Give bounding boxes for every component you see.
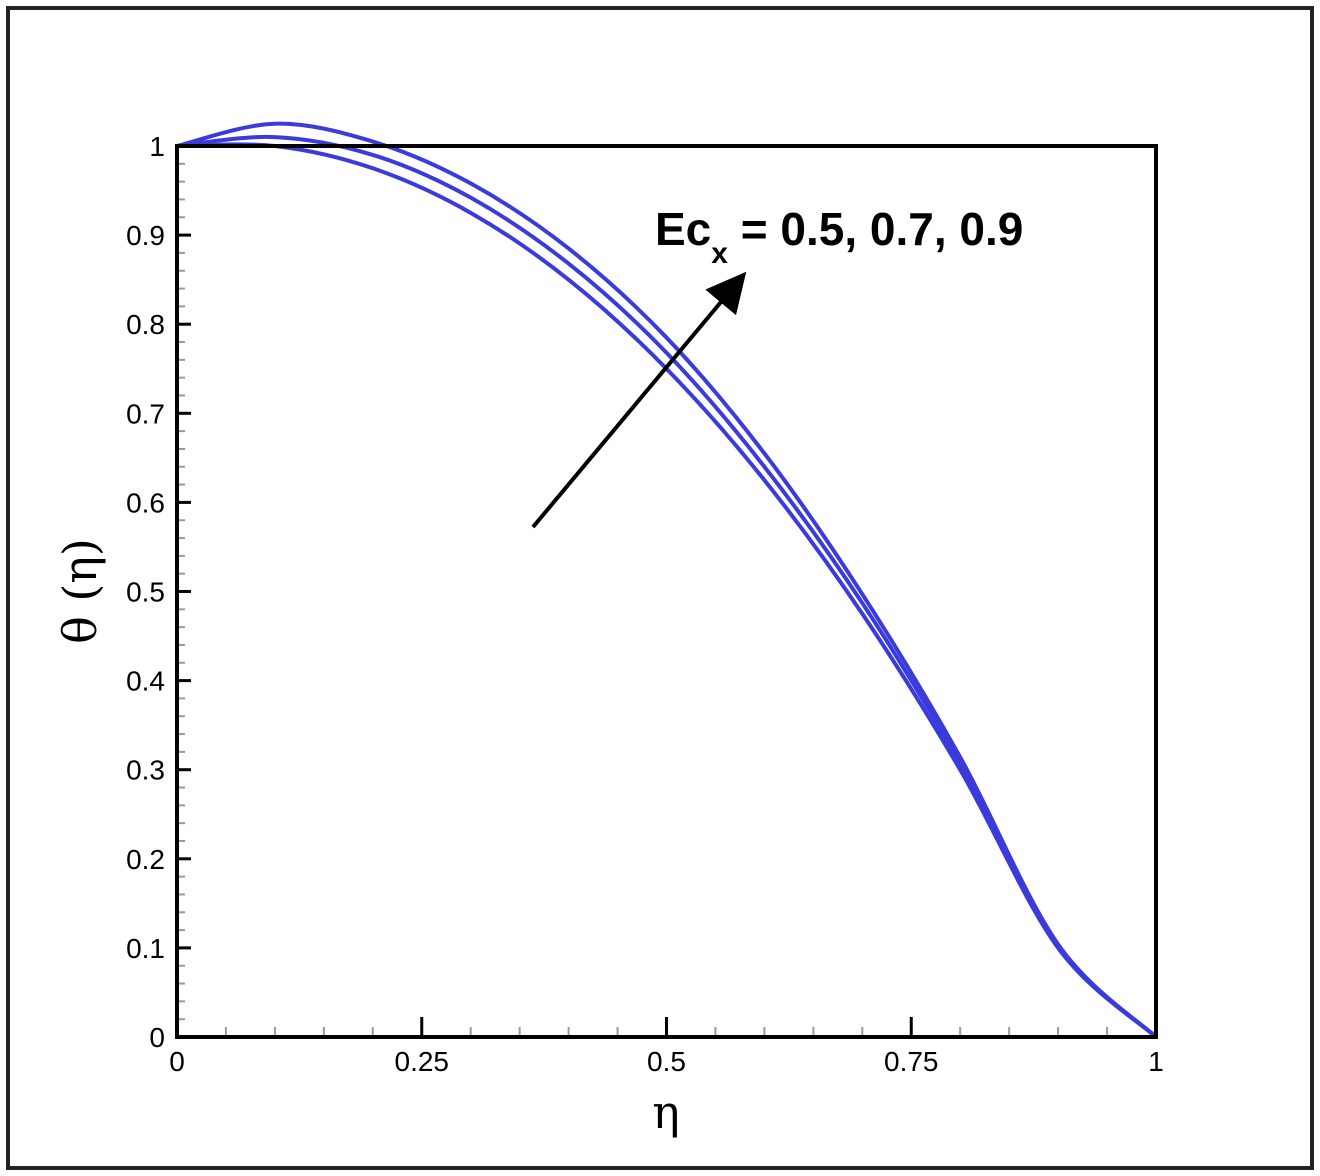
y-axis-title: θ (η) (53, 538, 107, 644)
series-line-3 (176, 121, 1158, 1039)
annotation-subscript: x (711, 237, 728, 270)
y-tick-label: 0.9 (126, 220, 165, 251)
tick-labels: 0 0.1 0.2 0.3 0.4 0.5 0.6 0.7 0.8 0.9 1 0 0.25 0.5 0.7… (126, 131, 1164, 1077)
annotation-main: Ec (655, 203, 711, 255)
x-tick-label: 1 (1148, 1046, 1164, 1077)
y-tick-label: 0.1 (126, 933, 165, 964)
y-tick-label: 0.6 (126, 487, 165, 518)
y-tick-label: 0.2 (126, 844, 165, 875)
y-tick-label: 0.7 (126, 398, 165, 429)
outer-frame (6, 6, 1314, 1170)
x-tick-label: 0.25 (395, 1046, 450, 1077)
y-tick-label: 0.8 (126, 309, 165, 340)
x-tick-label: 0.75 (884, 1046, 939, 1077)
y-tick-label: 0.3 (126, 755, 165, 786)
y-tick-label: 0.5 (126, 577, 165, 608)
y-tick-label: 0 (149, 1022, 165, 1053)
x-tick-label: 0 (169, 1046, 185, 1077)
plot-area-border (175, 144, 1158, 1039)
y-tick-label: 1 (149, 131, 165, 162)
annotation-values: = 0.5, 0.7, 0.9 (728, 203, 1023, 255)
x-tick-label: 0.5 (647, 1046, 686, 1077)
x-axis-title: η (652, 1085, 680, 1139)
series-lines (176, 121, 1158, 1039)
annotation-label: Ecx = 0.5, 0.7, 0.9 (655, 203, 1023, 270)
trend-arrow (531, 271, 747, 529)
y-tick-label: 0.4 (126, 666, 165, 697)
